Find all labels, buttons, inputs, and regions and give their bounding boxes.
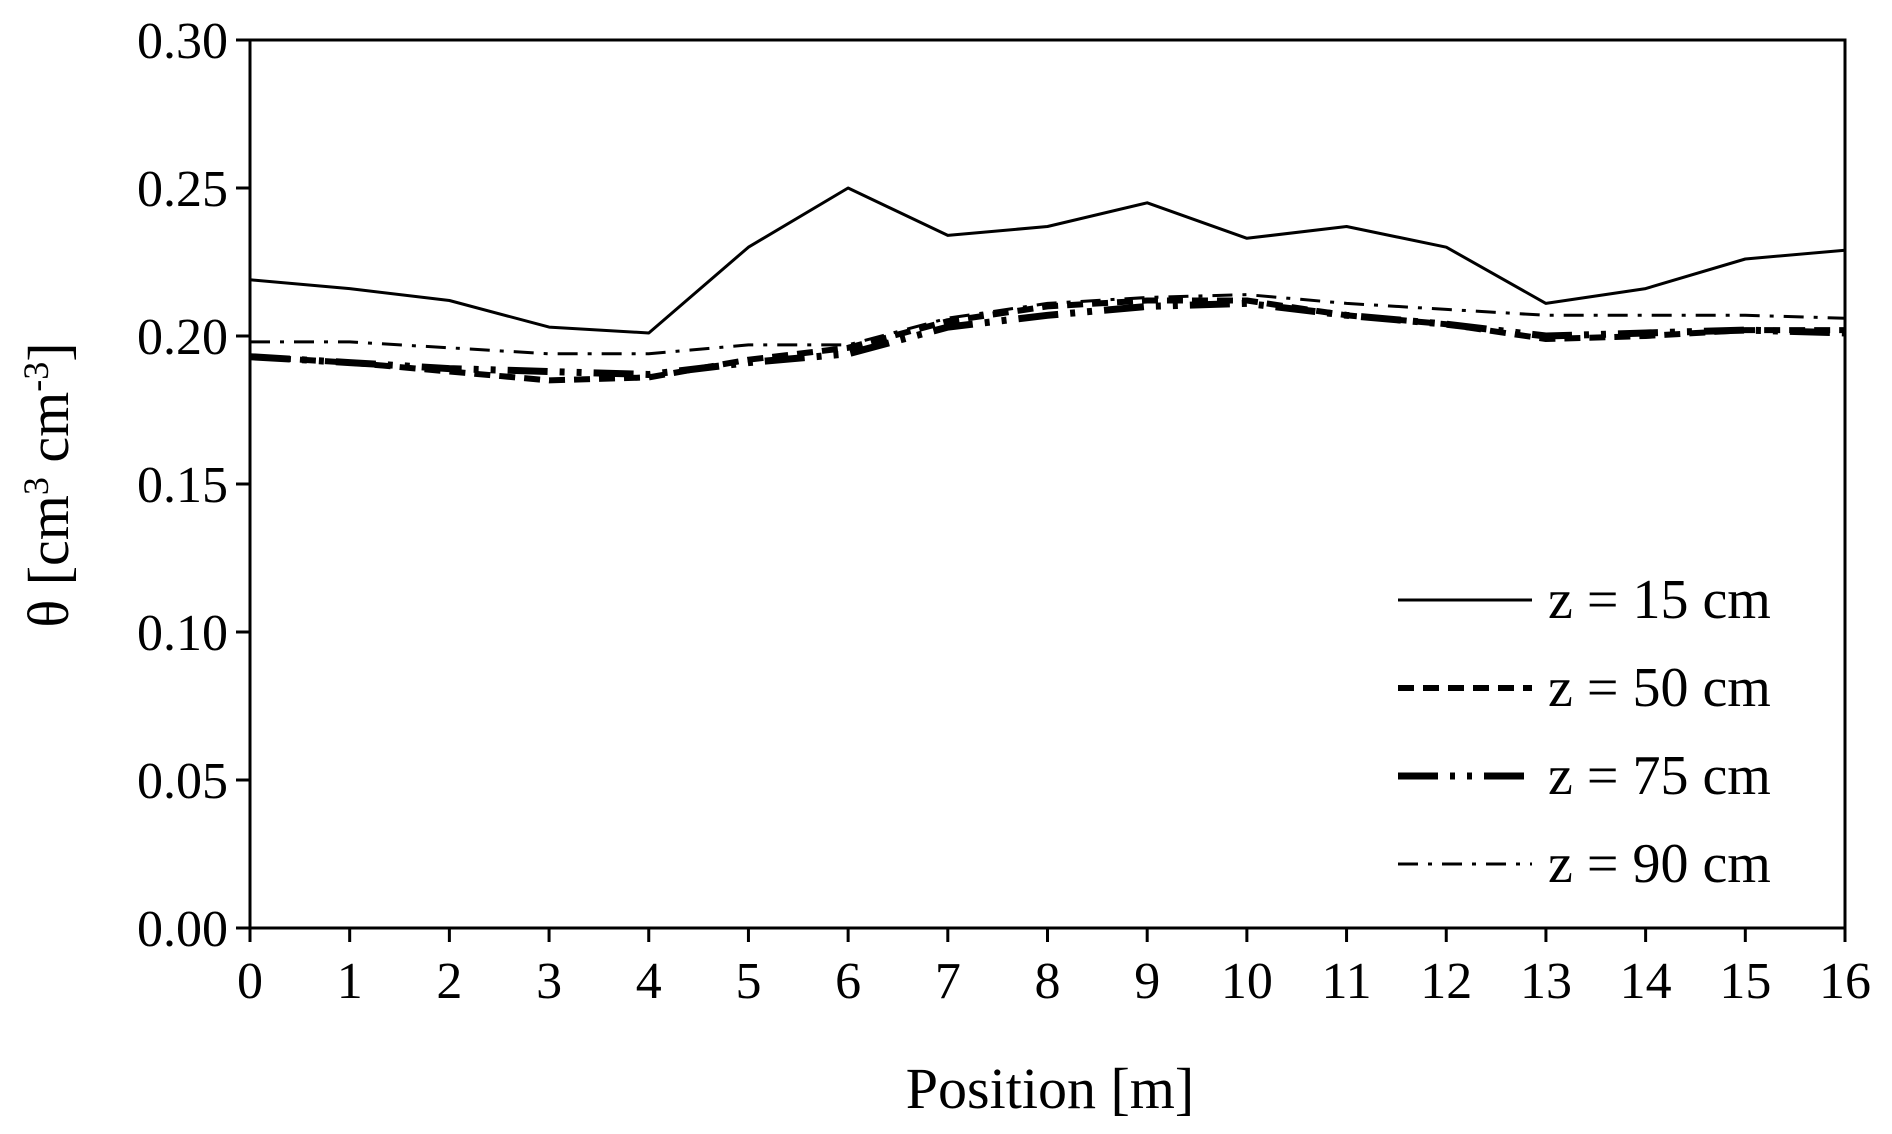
x-tick-label: 15 bbox=[1719, 953, 1771, 1010]
x-tick-label: 2 bbox=[436, 953, 462, 1010]
x-tick-label: 1 bbox=[337, 953, 363, 1010]
y-tick-label: 0.30 bbox=[137, 13, 228, 70]
x-tick-label: 12 bbox=[1420, 953, 1472, 1010]
y-tick-label: 0.00 bbox=[137, 901, 228, 958]
x-tick-label: 4 bbox=[636, 953, 662, 1010]
x-axis-ticks: 0 1 2 3 4 5 6 7 8 9 10 11 12 13 14 15 16 bbox=[237, 928, 1871, 1010]
x-tick-label: 6 bbox=[835, 953, 861, 1010]
y-tick-label: 0.20 bbox=[137, 309, 228, 366]
y-axis-ticks: 0.00 0.05 0.10 0.15 0.20 0.25 0.30 bbox=[137, 13, 250, 958]
series-layer bbox=[249, 186, 1846, 384]
x-tick-label: 9 bbox=[1134, 953, 1160, 1010]
y-axis-label-end: ] bbox=[16, 342, 81, 361]
x-tick-label: 13 bbox=[1520, 953, 1572, 1010]
y-axis-label: θ [cm3 cm-3] bbox=[16, 342, 81, 627]
y-tick-label: 0.15 bbox=[137, 457, 228, 514]
y-axis-label-mid: cm bbox=[16, 392, 81, 477]
x-tick-label: 14 bbox=[1620, 953, 1672, 1010]
series-line-3 bbox=[249, 299, 1846, 378]
legend-label-1: z = 15 cm bbox=[1548, 569, 1771, 631]
y-tick-label: 0.10 bbox=[137, 605, 228, 662]
series-line-1 bbox=[249, 186, 1846, 335]
x-axis-label: Position [m] bbox=[906, 1056, 1194, 1121]
x-tick-label: 16 bbox=[1819, 953, 1871, 1010]
x-tick-label: 3 bbox=[536, 953, 562, 1010]
legend-label-4: z = 90 cm bbox=[1548, 833, 1771, 895]
y-axis-label-exp2: -3 bbox=[16, 362, 56, 392]
series-line-4 bbox=[250, 293, 1846, 356]
legend-label-3: z = 75 cm bbox=[1548, 745, 1771, 807]
x-tick-label: 10 bbox=[1221, 953, 1273, 1010]
y-tick-label: 0.05 bbox=[137, 753, 228, 810]
legend-label-2: z = 50 cm bbox=[1548, 657, 1771, 719]
x-tick-label: 8 bbox=[1035, 953, 1061, 1010]
y-axis-label-symbol: θ [cm bbox=[16, 495, 81, 627]
y-axis-label-exp1: 3 bbox=[16, 477, 56, 495]
y-tick-label: 0.25 bbox=[137, 161, 228, 218]
x-tick-label: 0 bbox=[237, 953, 263, 1010]
x-tick-label: 11 bbox=[1322, 953, 1372, 1010]
x-tick-label: 7 bbox=[935, 953, 961, 1010]
legend: z = 15 cm z = 50 cm z = 75 cm z = 90 cm bbox=[1398, 569, 1771, 895]
x-tick-label: 5 bbox=[735, 953, 761, 1010]
series-line-2 bbox=[249, 297, 1845, 384]
